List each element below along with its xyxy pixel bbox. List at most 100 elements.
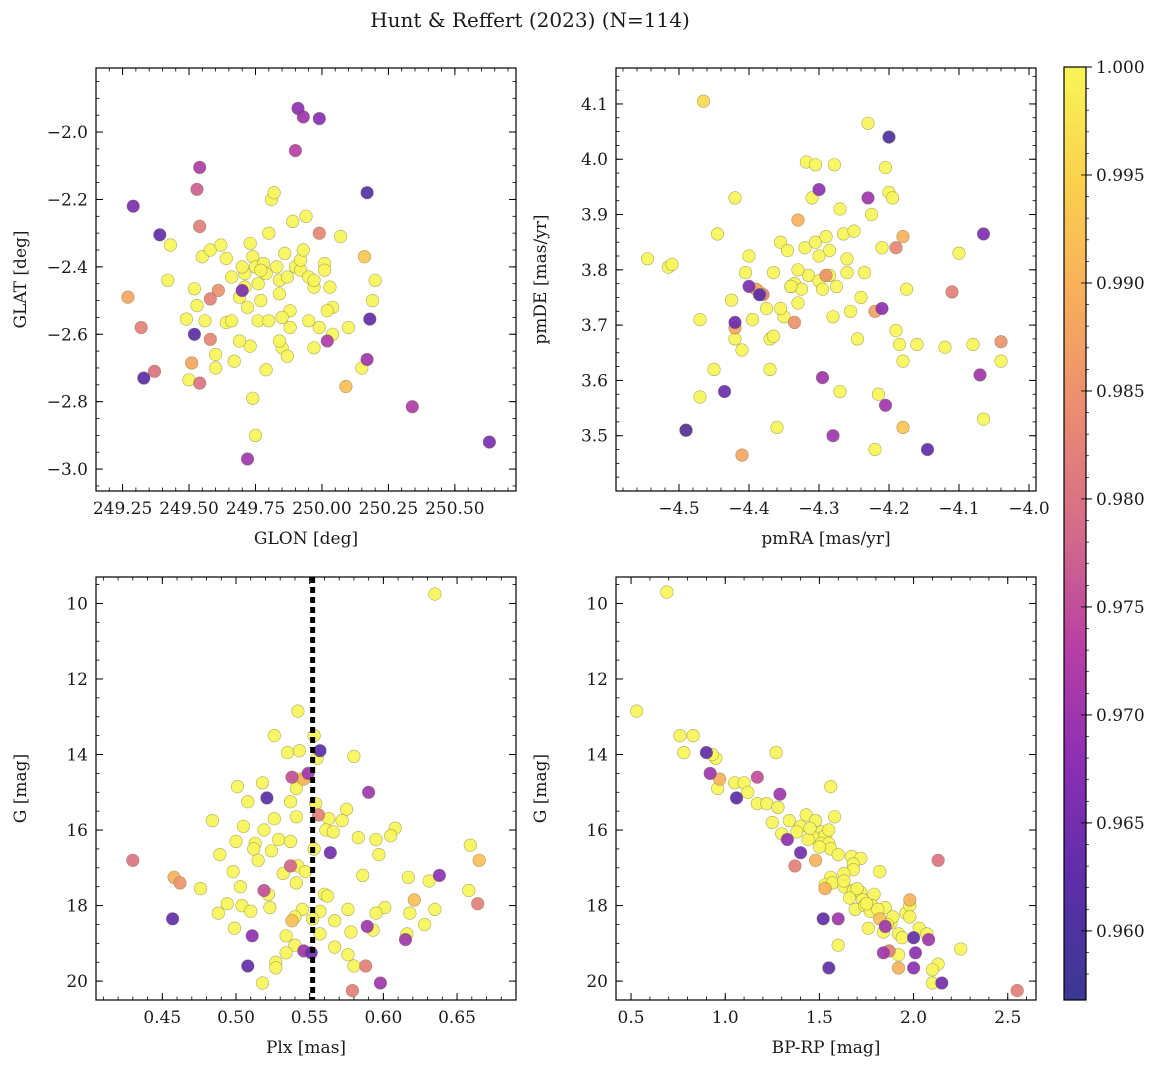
colorbar-tick-label: 0.960 [1096, 922, 1145, 942]
scatter-point [693, 313, 707, 327]
scatter-point [187, 327, 201, 341]
scatter-point [254, 294, 268, 308]
scatter-point [876, 946, 891, 960]
scatter-point [320, 304, 334, 318]
scatter-point [966, 337, 980, 352]
scatter-point [899, 282, 914, 296]
x-axis-label: GLON [deg] [254, 529, 358, 549]
scatter-point [788, 859, 802, 873]
axes-frame [615, 67, 1037, 492]
y-tick-label: 18 [586, 897, 608, 917]
scatter-point [373, 976, 388, 990]
scatter-point [724, 293, 739, 307]
scatter-point [861, 116, 875, 130]
scatter-point [875, 241, 889, 255]
x-tick-label: 2.0 [900, 1008, 927, 1028]
scatter-point [782, 813, 796, 828]
scatter-point [735, 343, 749, 357]
scatter-point [166, 912, 180, 926]
scatter-point [289, 810, 304, 824]
scatter-point [422, 874, 436, 888]
scatter-point [233, 880, 247, 894]
scatter-point [808, 853, 823, 867]
scatter-point [831, 912, 845, 926]
scatter-point [203, 332, 217, 346]
scatter-point [831, 847, 845, 862]
scatter-point [660, 585, 674, 599]
scatter-point [283, 834, 298, 849]
x-tick-label: 249.25 [93, 499, 152, 519]
scatter-point [359, 959, 373, 973]
scatter-point [842, 891, 857, 905]
scatter-point [194, 881, 208, 896]
colorbar-gradient [1063, 66, 1087, 1001]
scatter-point [973, 368, 987, 382]
scatter-point [363, 312, 377, 326]
x-tick-label: 0.50 [217, 1008, 255, 1028]
scatter-point [763, 362, 777, 377]
scatter-point [818, 881, 832, 896]
scatter-point [892, 337, 907, 352]
scatter-point [878, 398, 893, 412]
axes-frame [95, 67, 517, 492]
scatter-point [976, 227, 991, 241]
scatter-point [837, 874, 851, 888]
scatter-point [403, 906, 417, 920]
scatter-point [760, 796, 774, 811]
scatter-point [398, 932, 413, 947]
scatter-point [328, 914, 342, 928]
scatter-point [816, 912, 830, 926]
scatter-point [822, 823, 836, 837]
x-tick-label: 0.60 [364, 1008, 402, 1028]
y-tick-label: 14 [586, 746, 608, 766]
scatter-point [896, 420, 910, 435]
scatter-point [819, 268, 833, 283]
scatter-point [728, 191, 742, 205]
y-axis-label: pmDE [mas/yr] [531, 214, 551, 344]
x-tick-label: 0.5 [618, 1008, 645, 1028]
scatter-point [906, 931, 921, 945]
scatter-point [831, 938, 845, 952]
scatter-point [418, 917, 432, 932]
scatter-point [320, 334, 334, 348]
y-tick-label: 3.5 [581, 427, 608, 447]
scatter-point [889, 241, 903, 255]
colorbar-tick-label: 1.000 [1096, 58, 1145, 78]
scatter-point [938, 340, 952, 354]
scatter-point [812, 183, 826, 197]
x-tick-label: 0.45 [143, 1008, 181, 1028]
scatter-point [864, 207, 879, 222]
scatter-point [906, 961, 921, 975]
scatter-point [326, 825, 340, 839]
scatter-point [859, 897, 874, 911]
scatter-point [873, 864, 887, 879]
scatter-point [360, 919, 374, 934]
scatter-point [840, 252, 854, 266]
scatter-point [285, 770, 299, 784]
scatter-point [283, 320, 297, 335]
y-tick-label: 14 [66, 746, 88, 766]
scatter-point [209, 361, 223, 375]
scatter-point [312, 226, 326, 240]
scatter-point [801, 832, 815, 847]
scatter-point [803, 821, 817, 835]
scatter-point [770, 420, 784, 435]
scatter-point [696, 94, 711, 108]
scatter-point [773, 301, 788, 316]
scatter-point [360, 186, 374, 200]
scatter-point [312, 111, 326, 126]
scatter-point [302, 314, 316, 328]
scatter-point [257, 823, 271, 837]
x-axis-label: BP-RP [mag] [772, 1038, 881, 1058]
x-tick-label: −4.3 [798, 499, 839, 519]
y-tick-label: 3.6 [581, 371, 608, 391]
scatter-point [190, 299, 204, 313]
scatter-point [471, 897, 485, 911]
scatter-point [179, 312, 193, 326]
scatter-point [889, 324, 903, 338]
scatter-points [126, 587, 486, 998]
scatter-point [272, 832, 286, 847]
scatter-point [784, 279, 798, 294]
scatter-point [812, 840, 827, 854]
scatter-point [798, 241, 812, 255]
